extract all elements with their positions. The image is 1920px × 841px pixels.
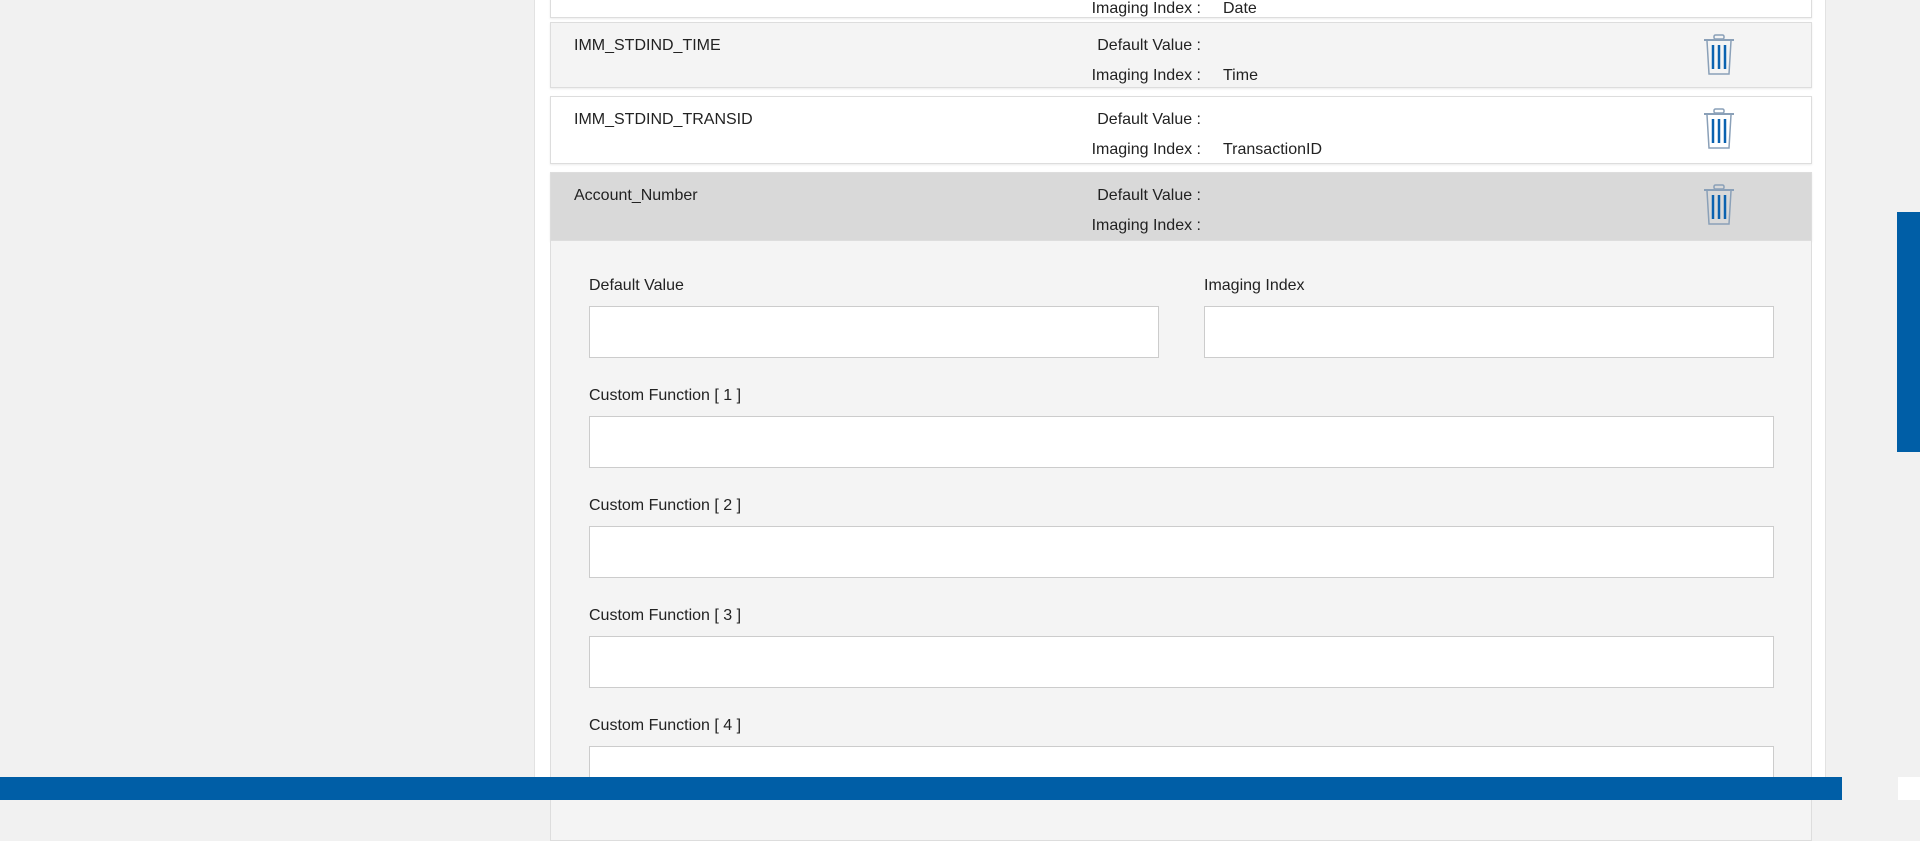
custom-function-1-label: Custom Function [ 1 ] — [589, 387, 742, 404]
field-name: IMM_STDIND_TRANSID — [574, 111, 753, 128]
imaging-index-label: Imaging Index : — [1091, 141, 1201, 158]
imaging-index-value: Date — [1223, 0, 1257, 17]
list-item[interactable]: IMM_STDIND_TIME Default Value : Imaging … — [550, 22, 1812, 88]
field-name: Account_Number — [574, 187, 698, 204]
custom-function-1-input[interactable] — [589, 416, 1774, 468]
field-name: IMM_STDIND_TIME — [574, 37, 721, 54]
imaging-index-value: TransactionID — [1223, 141, 1322, 158]
list-item[interactable]: IMM_STDIND_TRANSID Default Value : Imagi… — [550, 96, 1812, 164]
imaging-index-label: Imaging Index : — [1091, 217, 1201, 234]
mapping-list: Imaging Index : Date IMM_STDIND_TIME Def… — [534, 0, 1826, 841]
default-value-input[interactable] — [589, 306, 1159, 358]
imaging-index-input[interactable] — [1204, 306, 1774, 358]
list-item-selected[interactable]: Account_Number Default Value : Imaging I… — [550, 172, 1812, 241]
custom-function-2-label: Custom Function [ 2 ] — [589, 497, 742, 514]
custom-function-4-label: Custom Function [ 4 ] — [589, 717, 742, 734]
trash-icon[interactable] — [1702, 34, 1736, 76]
trash-icon[interactable] — [1702, 184, 1736, 226]
imaging-index-label: Imaging Index — [1204, 277, 1305, 294]
imaging-index-label: Imaging Index : — [1091, 0, 1201, 17]
side-panel-toggle[interactable] — [1897, 212, 1920, 452]
trash-icon[interactable] — [1702, 108, 1736, 150]
custom-function-3-label: Custom Function [ 3 ] — [589, 607, 742, 624]
edit-panel: Default Value Imaging Index Custom Funct… — [550, 241, 1812, 841]
imaging-index-label: Imaging Index : — [1091, 67, 1201, 84]
default-value-label: Default Value : — [1097, 187, 1201, 204]
default-value-label: Default Value : — [1097, 111, 1201, 128]
bottom-corner — [1898, 777, 1920, 800]
bottom-bar — [0, 777, 1842, 800]
default-value-label: Default Value : — [1097, 37, 1201, 54]
imaging-index-value: Time — [1223, 67, 1258, 84]
default-value-label: Default Value — [589, 277, 684, 294]
custom-function-3-input[interactable] — [589, 636, 1774, 688]
custom-function-2-input[interactable] — [589, 526, 1774, 578]
list-item-partial[interactable]: Imaging Index : Date — [550, 0, 1812, 18]
